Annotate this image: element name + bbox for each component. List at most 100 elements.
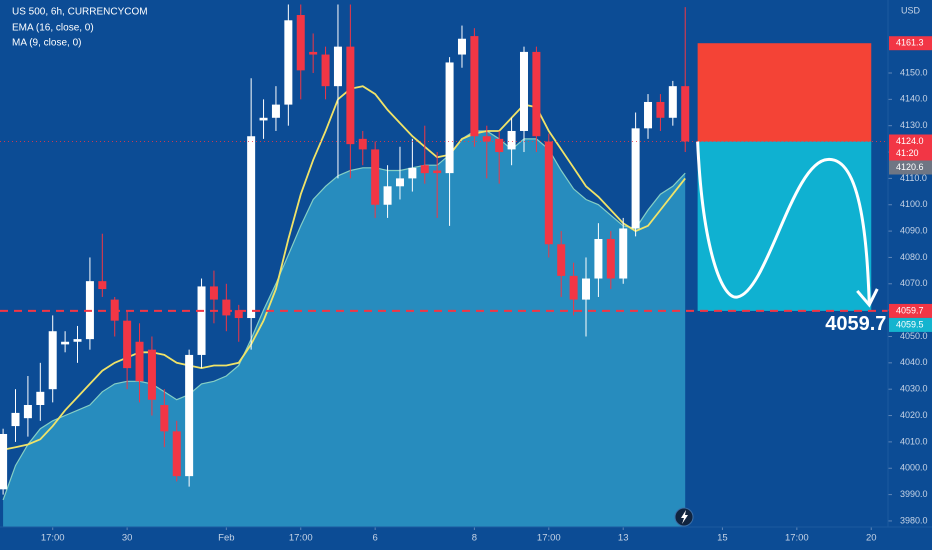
candle-body [519,51,528,131]
candle-body [333,46,342,87]
candle-body [495,138,504,153]
candle-body [582,278,591,300]
price-tag [889,160,932,175]
candle-body [36,391,45,405]
candle-body [309,51,318,55]
y-tick-label: 3990.0 [900,489,928,499]
y-tick-label: 4050.0 [900,331,928,341]
candle-body [619,228,628,279]
candle-body [247,136,256,319]
price-tag-label: 4161.3 [896,38,924,48]
candle-body [321,54,330,87]
ema-line [2,85,686,451]
y-tick-label: 4000.0 [900,463,928,473]
candle-body [284,20,293,105]
y-tick-label: 4130.0 [900,120,928,130]
price-tag [889,317,932,332]
price-tag-label: 4059.5 [896,319,924,329]
x-tick-label: 15 [717,533,728,544]
price-tag [889,36,932,51]
ema-legend: EMA (16, close, 0) [12,23,94,34]
arrow-head [856,288,879,308]
candle-body [507,130,516,150]
x-tick-label: Feb [218,533,234,544]
candle-body [98,281,107,290]
candle-body [594,238,603,279]
y-tick-label: 4150.0 [900,67,928,77]
stop-zone [697,43,872,142]
candle-body [346,46,355,145]
x-tick-label: 8 [472,533,477,544]
countdown: 41:20 [896,148,919,158]
price-tag [889,134,932,161]
candle-body [457,38,466,55]
drawn-curve [696,141,871,303]
candle-body [271,104,280,118]
candle-body [395,178,404,187]
candle-body [172,431,181,477]
candle-body [606,238,615,279]
candle-body [234,310,243,319]
candle-body [420,165,429,174]
x-tick-label: 6 [373,533,378,544]
candle-body [445,62,454,174]
candle-body [11,412,20,427]
ma-line [2,130,686,501]
y-tick-label: 4140.0 [900,94,928,104]
candle-body [408,167,417,179]
price-tag-label: 4124.0 [896,136,924,146]
x-tick-label: 13 [618,533,629,544]
target-zone [697,141,872,311]
ma-area [3,131,686,527]
y-tick-label: 4110.0 [900,173,927,183]
price-tag-label: 4120.6 [896,162,924,172]
candle-body [209,286,218,300]
candle-body [73,339,82,342]
candle-body [656,101,665,118]
candle-body [135,341,144,382]
candle-body [569,275,578,300]
candle-body [681,86,690,142]
candle-body [668,86,677,118]
ma-legend: MA (9, close, 0) [12,38,81,49]
candle-body [358,138,367,150]
y-tick-label: 4080.0 [900,252,928,262]
y-tick-label: 4020.0 [900,410,928,420]
candle-body [222,299,231,316]
x-tick-label: 17:00 [41,533,65,544]
y-tick-label: 4010.0 [900,436,928,446]
candle-body [0,433,8,490]
candle-body [23,404,32,419]
candle-body [433,170,442,174]
y-tick-label: 4030.0 [900,384,928,394]
unit-label: USD [901,5,921,15]
y-tick-label: 4100.0 [900,199,928,209]
x-tick-label: 30 [122,533,133,544]
x-tick-label: 17:00 [785,533,809,544]
candle-body [61,341,70,345]
symbol-title: US 500, 6h, CURRENCYCOM [12,7,148,18]
x-tick-label: 17:00 [289,533,313,544]
target-annotation: 4059.7 [825,313,886,335]
x-tick-label: 20 [866,533,877,544]
candle-body [296,15,305,71]
candle-body [259,117,268,121]
price-tag-label: 4059.7 [896,305,924,315]
candle-body [371,149,380,205]
x-tick-label: 17:00 [537,533,561,544]
candle-body [544,141,553,245]
y-tick-label: 3980.0 [900,515,928,525]
candle-body [48,331,57,390]
price-tag [889,303,932,318]
candle-body [557,244,566,276]
candle-body [532,51,541,137]
y-tick-label: 4090.0 [900,225,928,235]
candle-body [160,404,169,432]
candle-body [482,136,491,142]
candle-body [147,349,156,400]
candle-body [644,101,653,129]
candle-body [383,186,392,205]
candle-body [470,36,479,137]
replay-icon[interactable] [674,507,694,527]
